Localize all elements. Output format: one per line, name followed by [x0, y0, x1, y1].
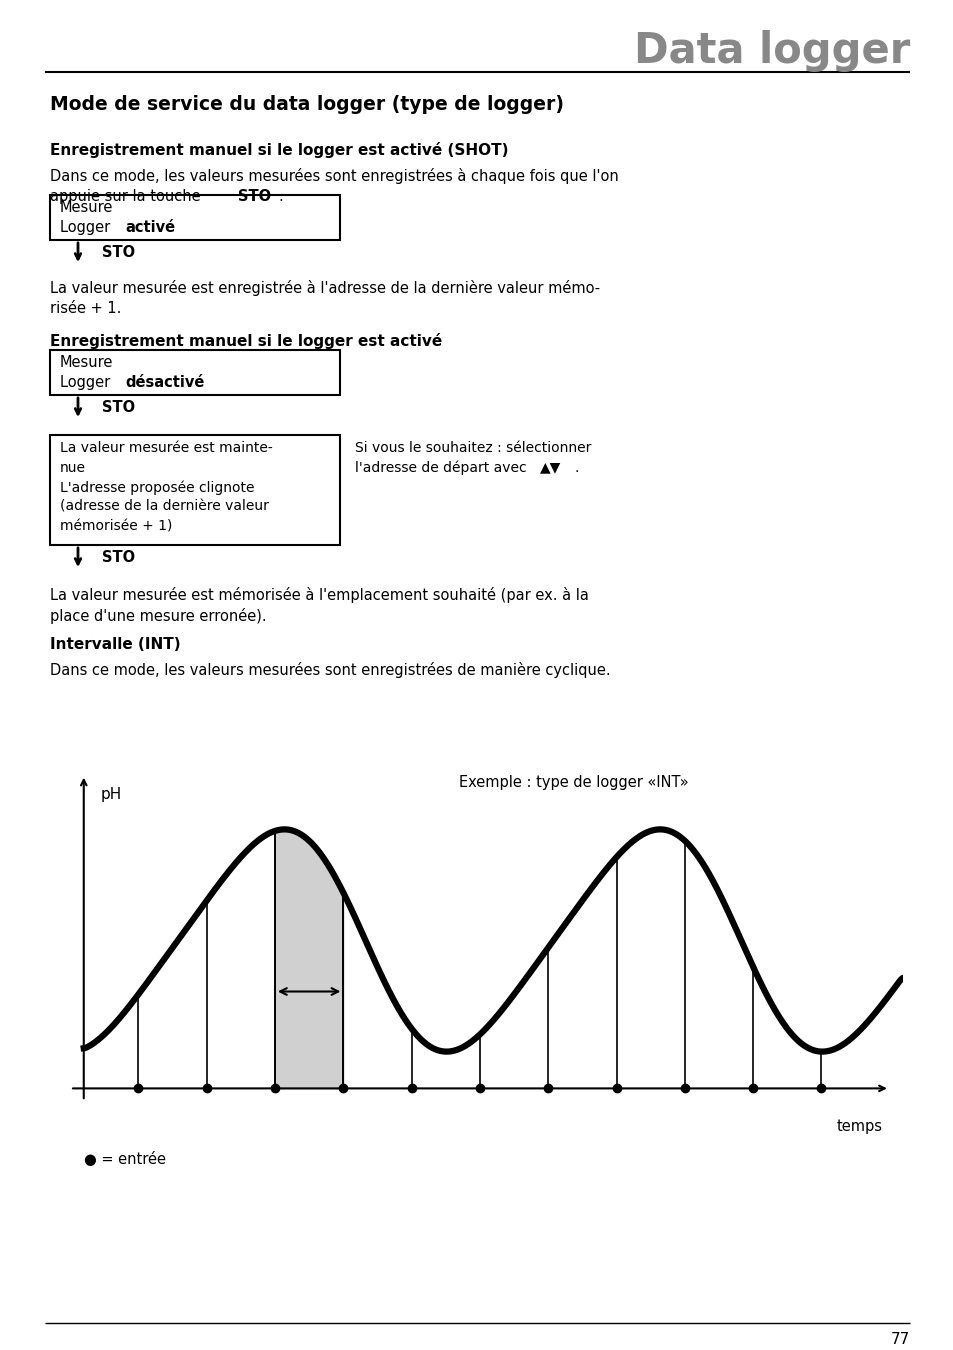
Text: risée + 1.: risée + 1. [50, 301, 121, 316]
Text: place d'une mesure erronée).: place d'une mesure erronée). [50, 608, 266, 624]
Text: STO: STO [102, 549, 135, 566]
Text: mémorisée + 1): mémorisée + 1) [60, 518, 172, 533]
Text: Mesure: Mesure [60, 355, 113, 370]
Text: STO: STO [102, 244, 135, 261]
Text: La valeur mesurée est enregistrée à l'adresse de la dernière valeur mémo-: La valeur mesurée est enregistrée à l'ad… [50, 279, 599, 296]
Text: .: . [575, 460, 578, 474]
Text: Si vous le souhaitez : sélectionner: Si vous le souhaitez : sélectionner [355, 441, 591, 455]
Text: La valeur mesurée est mainte-: La valeur mesurée est mainte- [60, 441, 273, 455]
Text: L'adresse proposée clignote: L'adresse proposée clignote [60, 481, 254, 494]
Text: STO: STO [237, 189, 271, 204]
Text: Mode de service du data logger (type de logger): Mode de service du data logger (type de … [50, 95, 563, 113]
Text: Logger: Logger [60, 220, 114, 235]
Text: ▲▼: ▲▼ [539, 460, 560, 474]
Bar [50, 350, 339, 396]
Text: 77: 77 [890, 1332, 909, 1347]
Text: Dans ce mode, les valeurs mesurées sont enregistrées de manière cyclique.: Dans ce mode, les valeurs mesurées sont … [50, 662, 610, 678]
Text: ● = entrée: ● = entrée [84, 1152, 166, 1168]
Text: Enregistrement manuel si le logger est activé (SHOT): Enregistrement manuel si le logger est a… [50, 142, 508, 158]
Text: La valeur mesurée est mémorisée à l'emplacement souhaité (par ex. à la: La valeur mesurée est mémorisée à l'empl… [50, 587, 588, 603]
Text: activé: activé [125, 220, 175, 235]
Text: désactivé: désactivé [125, 375, 204, 390]
Text: Enregistrement manuel si le logger est activé: Enregistrement manuel si le logger est a… [50, 333, 442, 350]
Text: nue: nue [60, 460, 86, 474]
Text: STO: STO [102, 400, 135, 414]
Text: Dans ce mode, les valeurs mesurées sont enregistrées à chaque fois que l'on: Dans ce mode, les valeurs mesurées sont … [50, 167, 618, 184]
Text: Data logger: Data logger [633, 30, 909, 72]
Text: Intervalle (INT): Intervalle (INT) [50, 637, 180, 652]
Text: Logger: Logger [60, 375, 114, 390]
Text: Exemple : type de logger «INT»: Exemple : type de logger «INT» [459, 775, 688, 790]
Text: (adresse de la dernière valeur: (adresse de la dernière valeur [60, 500, 269, 513]
Text: temps: temps [836, 1119, 882, 1134]
Bar [50, 435, 339, 545]
Text: .: . [277, 189, 282, 204]
Text: l'adresse de départ avec: l'adresse de départ avec [355, 460, 531, 475]
Text: Mesure: Mesure [60, 200, 113, 215]
Text: appuie sur la touche: appuie sur la touche [50, 189, 205, 204]
Text: pH: pH [101, 787, 122, 802]
Bar [50, 194, 339, 240]
